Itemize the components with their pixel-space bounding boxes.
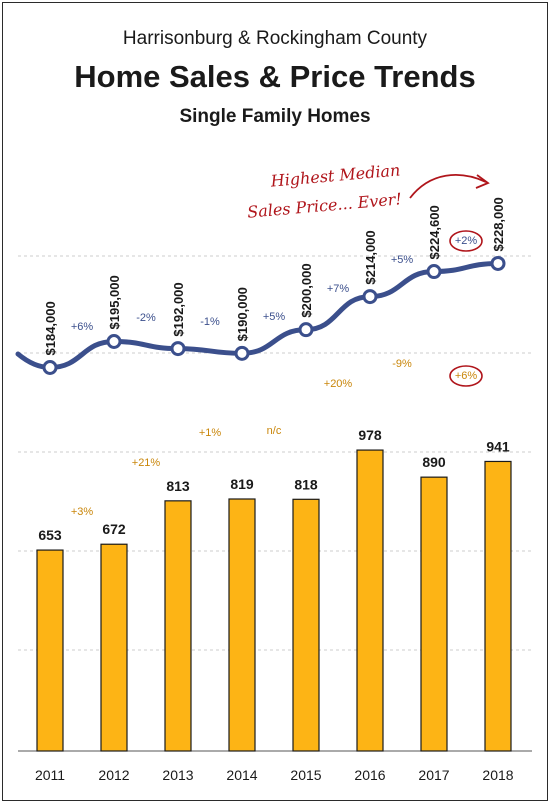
sales-change-label: +3% [71, 506, 94, 518]
price-value-label: $195,000 [107, 275, 122, 329]
price-change-label: +7% [327, 283, 350, 295]
sales-bar [100, 543, 128, 752]
sales-value-label: 818 [294, 476, 318, 492]
price-point [234, 345, 250, 361]
sales-change-label: +6% [455, 370, 478, 382]
sales-change-label: n/c [267, 425, 282, 437]
sales-bar [292, 498, 320, 752]
sales-value-label: 813 [166, 478, 190, 494]
sales-bar [356, 449, 384, 752]
sales-bar [228, 498, 256, 752]
price-change-highlight [449, 230, 483, 252]
sales-bar [484, 460, 512, 752]
x-tick-label: 2015 [290, 767, 321, 783]
chart-title-top: Harrisonburg & Rockingham County [123, 28, 428, 49]
price-value-label: $200,000 [299, 263, 314, 317]
x-tick-label: 2014 [226, 767, 257, 783]
x-tick-label: 2011 [35, 767, 65, 783]
sales-change-label: +21% [132, 457, 161, 469]
price-point [298, 322, 314, 338]
x-tick-label: 2013 [162, 767, 193, 783]
sales-value-label: 890 [422, 454, 446, 470]
sales-change-highlight [449, 365, 483, 387]
x-tick-label: 2012 [98, 767, 129, 783]
price-point [42, 360, 58, 375]
price-value-label: $184,000 [43, 301, 58, 355]
price-point [426, 264, 442, 280]
sales-value-label: 941 [486, 438, 510, 454]
chart-title: Home Sales & Price Trends [74, 59, 475, 94]
annotation-line2: Sales Price... Ever! [247, 189, 403, 221]
chart-subtitle: Single Family Homes [179, 106, 370, 127]
price-point [490, 255, 506, 271]
sales-bar [420, 476, 448, 752]
price-change-label: +2% [455, 235, 478, 247]
annotation-arrowhead [475, 174, 490, 189]
annotation-arrow [409, 174, 487, 199]
price-value-label: $224,600 [427, 205, 442, 259]
price-change-label: +6% [71, 321, 94, 333]
price-change-label: +5% [263, 311, 286, 323]
x-tick-label: 2018 [482, 767, 513, 783]
price-change-label: -1% [200, 316, 220, 328]
price-value-label: $192,000 [171, 282, 186, 336]
price-value-label: $190,000 [235, 287, 250, 341]
price-value-label: $228,000 [491, 197, 506, 251]
sales-bar [36, 549, 64, 752]
price-change-label: -2% [136, 312, 156, 324]
sales-value-label: 978 [358, 427, 382, 443]
price-point [170, 341, 186, 357]
price-point [362, 289, 378, 305]
x-tick-label: 2017 [418, 767, 449, 783]
sales-bar [164, 500, 192, 752]
sales-value-label: 819 [230, 476, 254, 492]
sales-change-label: -9% [392, 358, 412, 370]
x-tick-label: 2016 [354, 767, 385, 783]
highest-median-annotation: Highest Median Sales Price... Ever! [247, 160, 490, 222]
sales-value-label: 672 [102, 521, 126, 537]
median-price-line [15, 260, 501, 371]
price-change-label: +5% [391, 254, 414, 266]
sales-value-label: 653 [38, 527, 62, 543]
price-value-label: $214,000 [363, 230, 378, 284]
price-point [106, 333, 122, 349]
sales-change-label: +20% [324, 378, 353, 390]
annotation-line1: Highest Median [269, 160, 401, 190]
sales-change-label: +1% [199, 427, 222, 439]
